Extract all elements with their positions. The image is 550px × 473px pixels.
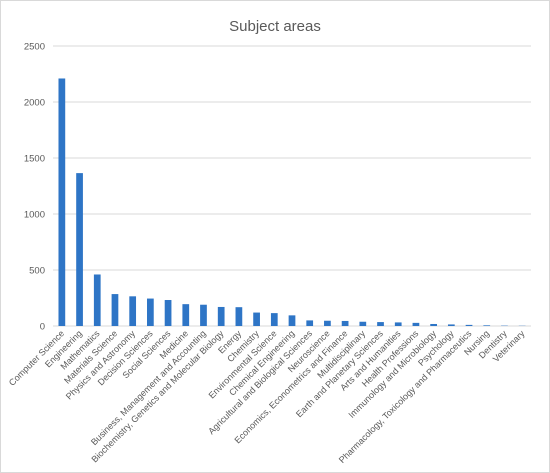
bar [200,304,207,326]
bar [253,312,260,326]
bar [129,296,137,326]
bar [111,294,119,326]
bar [306,320,314,326]
y-axis-ticks: 0 500 1000 1500 2000 2500 [24,42,45,333]
bar [412,322,420,326]
bar [270,313,278,326]
bar [430,323,437,326]
bar [182,304,190,326]
bar [483,325,491,326]
bar [447,324,455,326]
bar [58,78,66,326]
bar [217,306,225,326]
bar [377,322,384,326]
bar [76,173,83,326]
bar [359,321,367,326]
y-tick-label: 0 [40,322,45,333]
y-tick-label: 2000 [24,98,45,109]
y-tick-label: 1500 [24,154,45,165]
gridlines [53,45,531,327]
bar [93,274,101,326]
chart-title: Subject areas [229,18,321,35]
bar [288,315,296,326]
y-tick-label: 2500 [24,42,45,53]
bar [324,320,331,326]
bar [164,300,172,326]
x-axis-labels: Computer ScienceEngineeringMathematicsMa… [7,328,527,465]
y-tick-label: 1000 [24,210,45,221]
y-tick-label: 500 [29,266,45,277]
bar [235,307,243,326]
bar [465,324,473,326]
bar [394,322,402,326]
bars [58,78,526,326]
bar [341,320,349,326]
bar [147,298,154,326]
